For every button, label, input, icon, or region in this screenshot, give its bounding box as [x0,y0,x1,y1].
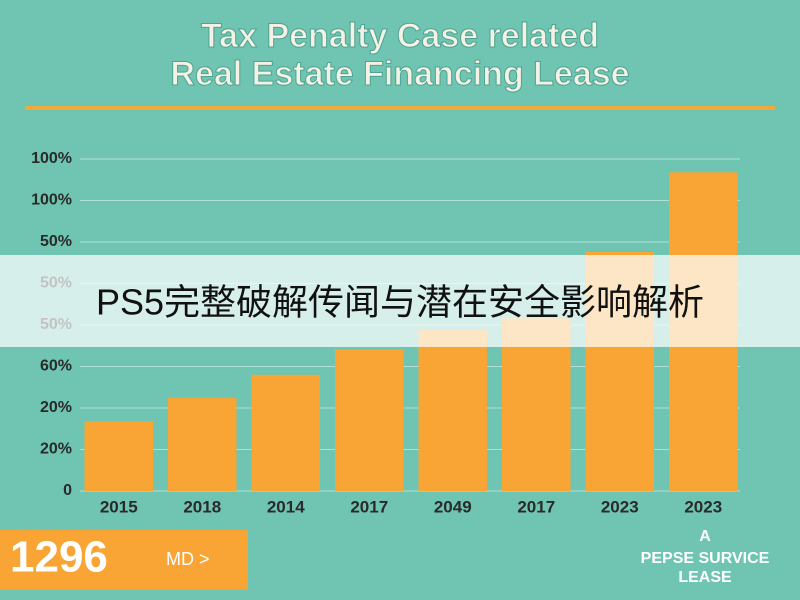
y-tick-label: 100% [31,150,72,167]
bar [84,421,153,491]
x-tick-label: 2017 [350,497,388,516]
title-rule [25,106,775,110]
x-tick-label: 2014 [267,497,305,516]
y-tick-label: 60% [40,358,72,375]
chart-title: Real Estate Financing Lease [170,55,629,93]
x-tick-label: 2017 [517,497,555,516]
footer-text: LEASE [678,569,732,586]
bar [251,374,320,491]
x-tick-label: 2015 [100,497,138,516]
banner-text: PS5完整破解传闻与潜在安全影响解析 [96,282,704,323]
bar [335,349,404,491]
bar [168,398,237,491]
y-tick-label: 20% [40,441,72,458]
badge-unit: MD > [166,549,210,569]
y-tick-label: 0 [63,482,72,499]
banner-band [0,255,800,347]
bar [502,318,571,491]
x-tick-label: 2023 [684,497,722,516]
y-tick-label: 100% [31,192,72,209]
badge-number: 1296 [10,533,108,582]
y-tick-label: 50% [40,233,72,250]
bar [418,329,487,491]
chart-title: Tax Penalty Case related [201,17,599,55]
x-tick-label: 2023 [601,497,639,516]
y-tick-label: 20% [40,399,72,416]
badge [0,530,248,590]
x-tick-label: 2018 [183,497,221,516]
x-tick-label: 2049 [434,497,472,516]
footer-text: A [699,528,711,545]
footer-text: PEPSE SURVICE [641,550,770,567]
